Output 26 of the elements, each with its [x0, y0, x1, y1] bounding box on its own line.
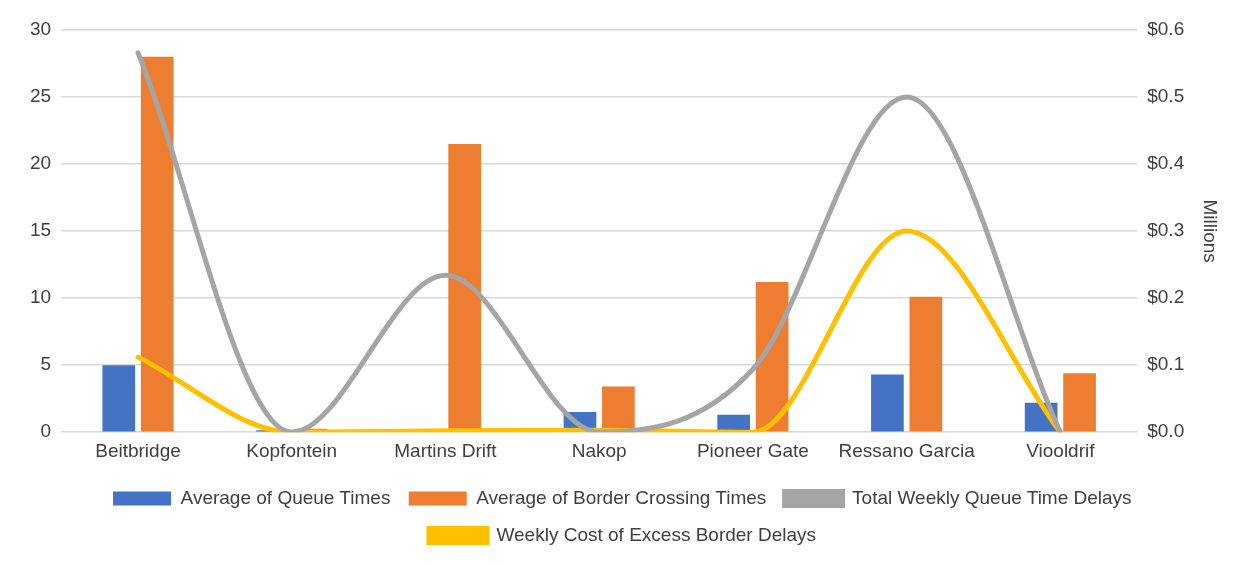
y2-tick-label: $0.2 — [1147, 286, 1185, 308]
y2-tick-label: $0.3 — [1147, 219, 1185, 241]
y-tick-label: 0 — [40, 420, 52, 442]
y-tick-label: 15 — [29, 219, 52, 241]
x-tick-label: Martins Drift — [394, 439, 498, 461]
x-tick-label: Beitbridge — [95, 439, 181, 461]
legend-label: Weekly Cost of Excess Border Delays — [496, 523, 817, 545]
x-tick-label: Kopfontein — [246, 439, 338, 461]
y2-tick-label: $0.0 — [1147, 420, 1185, 442]
legend-label: Average of Queue Times — [180, 486, 391, 508]
x-tick-label: Ressano Garcia — [838, 439, 976, 461]
y-tick-label: 20 — [29, 152, 52, 174]
y-tick-label: 25 — [29, 85, 52, 107]
legend-label: Total Weekly Queue Time Delays — [852, 486, 1132, 508]
x-tick-label: Viooldrif — [1026, 439, 1096, 461]
y-tick-label: 10 — [29, 286, 52, 308]
x-tick-label: Pioneer Gate — [696, 439, 809, 461]
x-tick-label: Nakop — [571, 439, 627, 461]
y2-axis-title: Millions — [1200, 199, 1222, 263]
legend-label: Average of Border Crossing Times — [476, 486, 767, 508]
y2-tick-label: $0.4 — [1147, 152, 1185, 174]
y-tick-label: 30 — [29, 18, 52, 40]
y-tick-label: 5 — [40, 353, 52, 375]
y2-tick-label: $0.6 — [1147, 18, 1185, 40]
y2-tick-label: $0.1 — [1147, 353, 1185, 375]
y2-tick-label: $0.5 — [1147, 85, 1185, 107]
